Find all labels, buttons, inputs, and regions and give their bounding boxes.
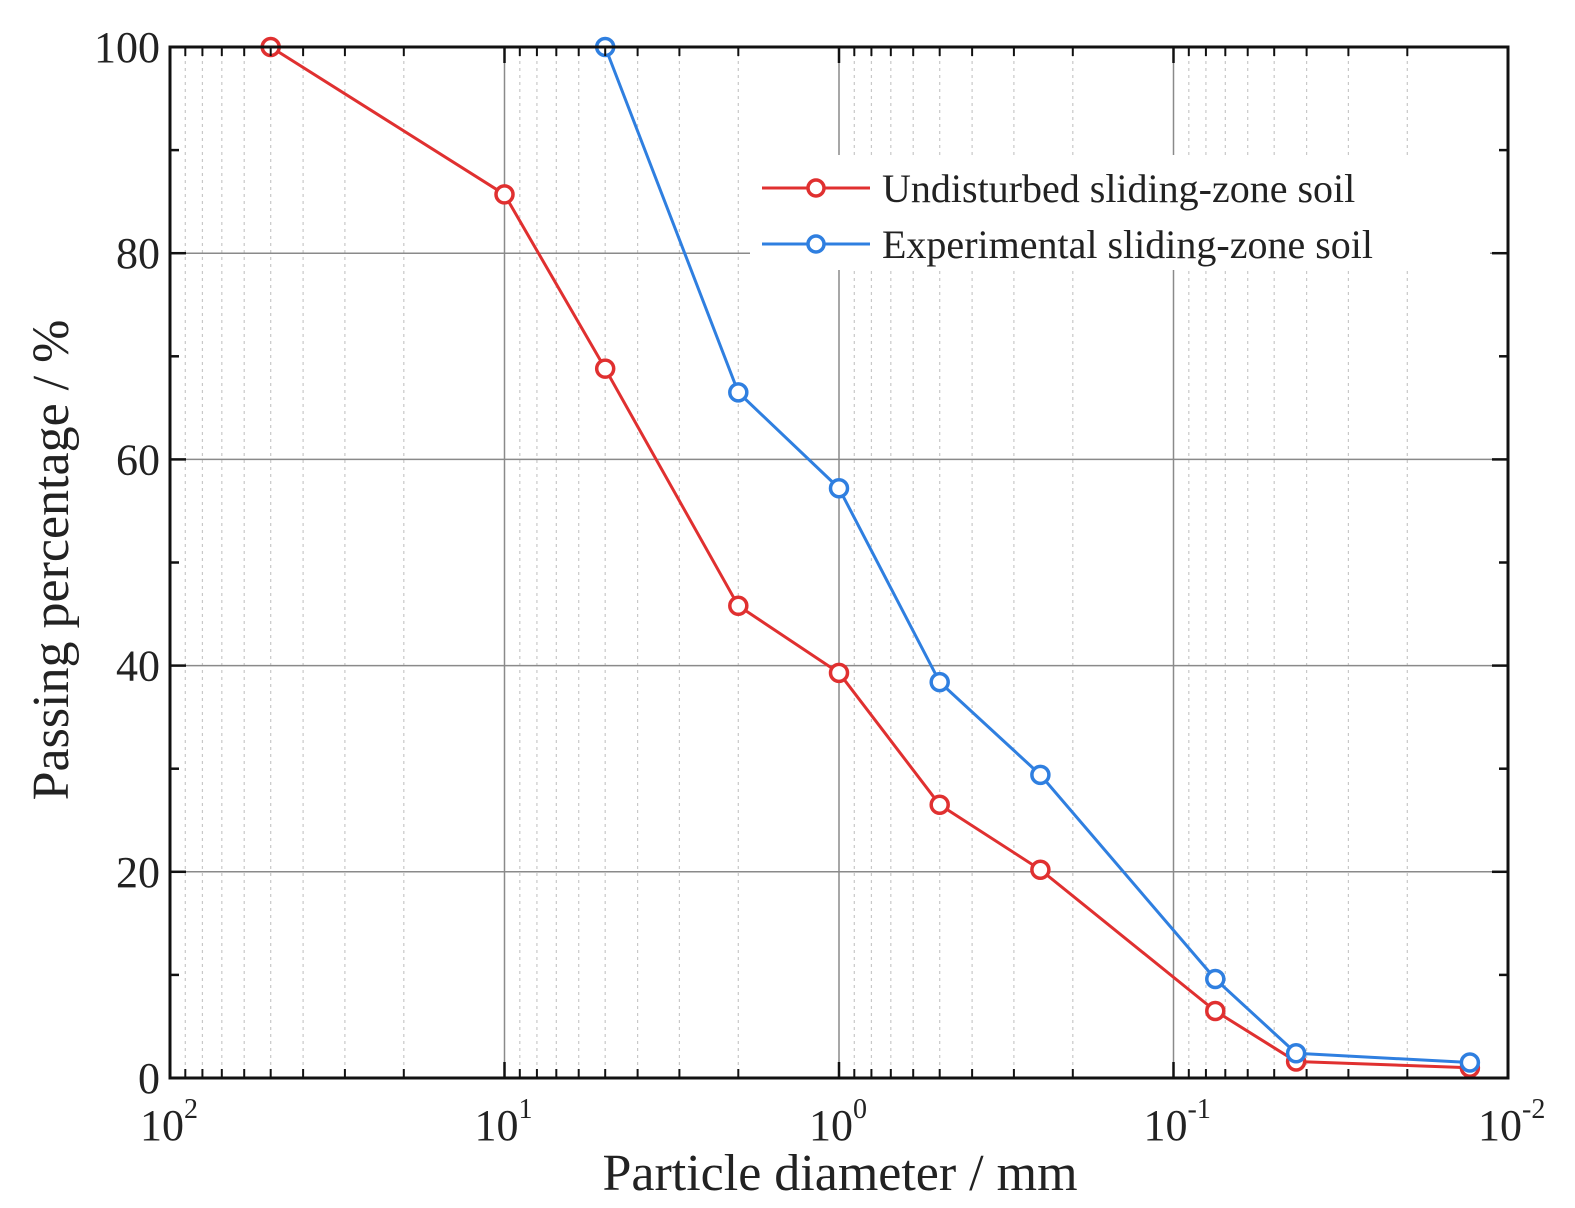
data-point <box>594 358 616 379</box>
y-tick-label: 0 <box>138 1054 160 1103</box>
data-point <box>1030 764 1051 786</box>
series-line-1 <box>603 46 1470 1065</box>
x-tick-label-exponent: -1 <box>1188 1094 1211 1125</box>
data-point <box>728 595 749 617</box>
y-tick-label: 100 <box>94 23 160 72</box>
y-tick-label: 40 <box>116 642 160 691</box>
data-point <box>494 184 515 205</box>
x-tick-label: 10 <box>140 1101 184 1150</box>
y-tick-label: 80 <box>116 229 160 278</box>
series-layer <box>260 36 1481 1078</box>
y-tick-label: 20 <box>116 848 160 897</box>
data-point <box>828 478 850 499</box>
x-tick-label-exponent: 2 <box>184 1094 198 1125</box>
x-tick-label: 10 <box>1144 1101 1188 1150</box>
data-point <box>1205 1000 1226 1022</box>
data-point <box>1030 859 1051 880</box>
data-point <box>929 671 950 693</box>
axes <box>168 45 1510 1080</box>
data-point <box>1205 968 1226 990</box>
y-tick-label: 60 <box>116 435 160 484</box>
data-point <box>828 662 850 684</box>
x-tick-label-exponent: 0 <box>853 1094 867 1125</box>
series-line-0 <box>269 45 1470 1070</box>
legend-label-undisturbed: Undisturbed sliding-zone soil <box>882 166 1355 211</box>
x-tick-label-exponent: 1 <box>519 1094 533 1125</box>
data-point <box>1459 1052 1481 1073</box>
y-axis-title: Passing percentage / % <box>23 320 80 801</box>
x-tick-label: 10 <box>1478 1101 1522 1150</box>
data-point <box>929 794 950 816</box>
legend-background <box>750 155 1490 270</box>
data-point <box>728 382 749 403</box>
legend-marker-experimental <box>806 234 826 254</box>
x-tick-label: 10 <box>475 1101 519 1150</box>
legend-marker-undisturbed <box>806 178 826 198</box>
legend-label-experimental: Experimental sliding-zone soil <box>882 222 1373 267</box>
data-point <box>1285 1043 1307 1064</box>
legend: Undisturbed sliding-zone soil Experiment… <box>750 155 1490 270</box>
x-tick-label-exponent: -2 <box>1522 1094 1545 1125</box>
x-tick-label: 10 <box>809 1101 853 1150</box>
x-axis-title: Particle diameter / mm <box>602 1145 1077 1202</box>
